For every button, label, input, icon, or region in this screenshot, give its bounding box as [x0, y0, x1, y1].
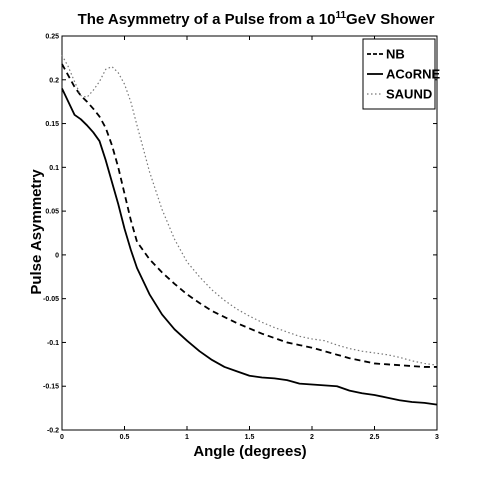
- x-tick-label: 3: [435, 434, 439, 441]
- y-tick-label: 0.2: [49, 77, 59, 84]
- series-layer: [61, 54, 438, 406]
- legend-label-nb: NB: [386, 47, 405, 62]
- x-tick-label: 0: [60, 434, 64, 441]
- y-tick-label: 0.05: [45, 209, 59, 216]
- y-tick-label: -0.05: [43, 296, 59, 303]
- x-tick-label: 2.5: [370, 434, 380, 441]
- y-tick-label: 0.1: [49, 165, 59, 172]
- chart-title-superscript: 11: [335, 10, 346, 21]
- legend-label-saund: SAUND: [386, 87, 432, 102]
- y-tick-label: -0.2: [47, 428, 59, 435]
- legend: NB ACoRNE SAUND: [362, 38, 440, 110]
- y-axis-label: Pulse Asymmetry: [28, 169, 45, 295]
- y-tick-label: 0.15: [45, 121, 59, 128]
- y-tick-label: 0.25: [45, 34, 59, 41]
- series-line-saund: [61, 54, 438, 366]
- x-tick-label: 1.5: [245, 434, 255, 441]
- x-tick-label: 0.5: [120, 434, 130, 441]
- legend-label-acorne: ACoRNE: [386, 67, 440, 82]
- chart-title-suffix: GeV Shower: [346, 11, 435, 28]
- y-tick-label: -0.15: [43, 384, 59, 391]
- chart-title-main: The Asymmetry of a Pulse from a 10: [78, 11, 336, 28]
- x-axis-label: Angle (degrees): [193, 443, 306, 460]
- y-tick-label: -0.1: [47, 340, 59, 347]
- y-tick-label: 0: [55, 252, 59, 259]
- x-tick-label: 2: [310, 434, 314, 441]
- series-line-acorne: [61, 88, 438, 406]
- x-tick-label: 1: [185, 434, 189, 441]
- ticks-layer: 0 0.5 1 1.5 2 2.5 3 -0.2 -0.15 -0.1 -0.05 0 0.05 0.1 0…: [43, 34, 439, 442]
- series-line-nb: [61, 63, 437, 368]
- chart-title: The Asymmetry of a Pulse from a 1011GeV …: [78, 10, 435, 28]
